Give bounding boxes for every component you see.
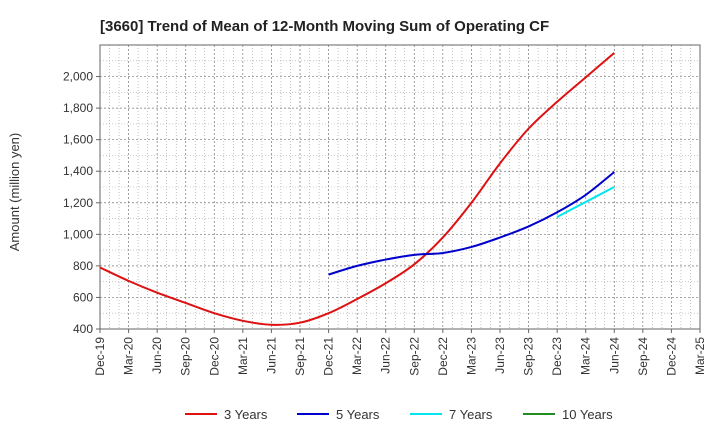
x-tick-label: Sep-24 xyxy=(636,337,650,376)
legend: 3 Years 5 Years 7 Years 10 Years xyxy=(185,407,613,422)
x-tick-label: Mar-25 xyxy=(693,337,707,375)
x-tick-label: Jun-21 xyxy=(264,337,278,374)
y-tick-label: 1,600 xyxy=(63,133,93,147)
series-layer xyxy=(99,52,615,326)
x-tick-label: Dec-22 xyxy=(436,337,450,376)
x-tick-label: Mar-24 xyxy=(579,337,593,375)
x-tick-label: Mar-22 xyxy=(350,337,364,375)
x-tick-label: Sep-20 xyxy=(179,337,193,376)
plot-area xyxy=(99,44,701,330)
y-tick-label: 1,000 xyxy=(63,227,93,241)
y-axis: 400 600 800 1,000 1,200 1,400 1,600 1,800 2,000 xyxy=(63,70,100,336)
y-tick-label: 1,200 xyxy=(63,196,93,210)
x-tick-label: Dec-19 xyxy=(93,337,107,376)
chart-title: [3660] Trend of Mean of 12-Month Moving … xyxy=(100,18,549,35)
series-line-5-years xyxy=(328,171,615,276)
x-tick-label: Jun-20 xyxy=(150,337,164,374)
x-tick-label: Sep-23 xyxy=(522,337,536,376)
x-tick-label: Mar-23 xyxy=(464,337,478,375)
plot-border xyxy=(99,44,701,330)
x-tick-label: Jun-22 xyxy=(379,337,393,374)
y-tick-label: 600 xyxy=(73,290,93,304)
x-tick-label: Dec-23 xyxy=(550,337,564,376)
y-axis-label: Amount (million yen) xyxy=(7,133,22,252)
x-tick-label: Jun-24 xyxy=(607,337,621,374)
x-tick-label: Jun-23 xyxy=(493,337,507,374)
x-tick-label: Mar-20 xyxy=(122,337,136,375)
x-tick-label: Dec-24 xyxy=(664,337,678,376)
x-tick-label: Mar-21 xyxy=(236,337,250,375)
x-tick-label: Sep-21 xyxy=(293,337,307,376)
legend-label-7-years: 7 Years xyxy=(449,407,493,422)
series-line-7-years xyxy=(556,186,615,218)
y-tick-label: 400 xyxy=(73,322,93,336)
x-axis: Dec-19 Mar-20 Jun-20 Sep-20 Dec-20 Mar-21 Jun-… xyxy=(93,329,707,376)
x-tick-label: Dec-21 xyxy=(322,337,336,376)
legend-label-5-years: 5 Years xyxy=(336,407,380,422)
y-tick-label: 800 xyxy=(73,259,93,273)
series-line-3-years xyxy=(99,52,615,326)
x-tick-label: Dec-20 xyxy=(207,337,221,376)
x-tick-label: Sep-22 xyxy=(407,337,421,376)
y-tick-label: 1,800 xyxy=(63,101,93,115)
legend-label-10-years: 10 Years xyxy=(562,407,613,422)
legend-label-3-years: 3 Years xyxy=(224,407,268,422)
y-tick-label: 2,000 xyxy=(63,70,93,84)
y-tick-label: 1,400 xyxy=(63,164,93,178)
